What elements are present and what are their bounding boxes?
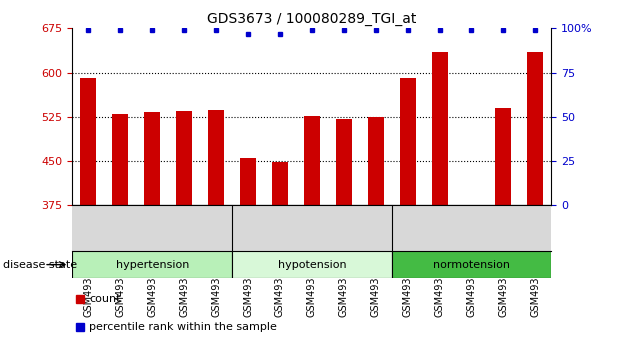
- Bar: [392, 251, 551, 278]
- Bar: [72, 251, 232, 278]
- Text: percentile rank within the sample: percentile rank within the sample: [89, 322, 277, 332]
- Text: normotension: normotension: [433, 259, 510, 270]
- Bar: [464, 205, 479, 354]
- Text: hypertension: hypertension: [115, 259, 189, 270]
- Bar: [232, 251, 392, 278]
- Bar: [144, 112, 160, 354]
- Text: disease state: disease state: [3, 259, 77, 270]
- Bar: [272, 162, 288, 354]
- Bar: [112, 114, 129, 354]
- Bar: [81, 79, 96, 354]
- Bar: [399, 79, 416, 354]
- Bar: [176, 111, 192, 354]
- Bar: [432, 52, 447, 354]
- Text: count: count: [89, 294, 121, 304]
- Bar: [240, 158, 256, 354]
- Bar: [304, 116, 320, 354]
- Bar: [368, 118, 384, 354]
- Bar: [527, 52, 543, 354]
- Bar: [336, 119, 352, 354]
- Text: hypotension: hypotension: [278, 259, 346, 270]
- Title: GDS3673 / 100080289_TGI_at: GDS3673 / 100080289_TGI_at: [207, 12, 416, 26]
- Bar: [208, 110, 224, 354]
- Bar: [495, 108, 512, 354]
